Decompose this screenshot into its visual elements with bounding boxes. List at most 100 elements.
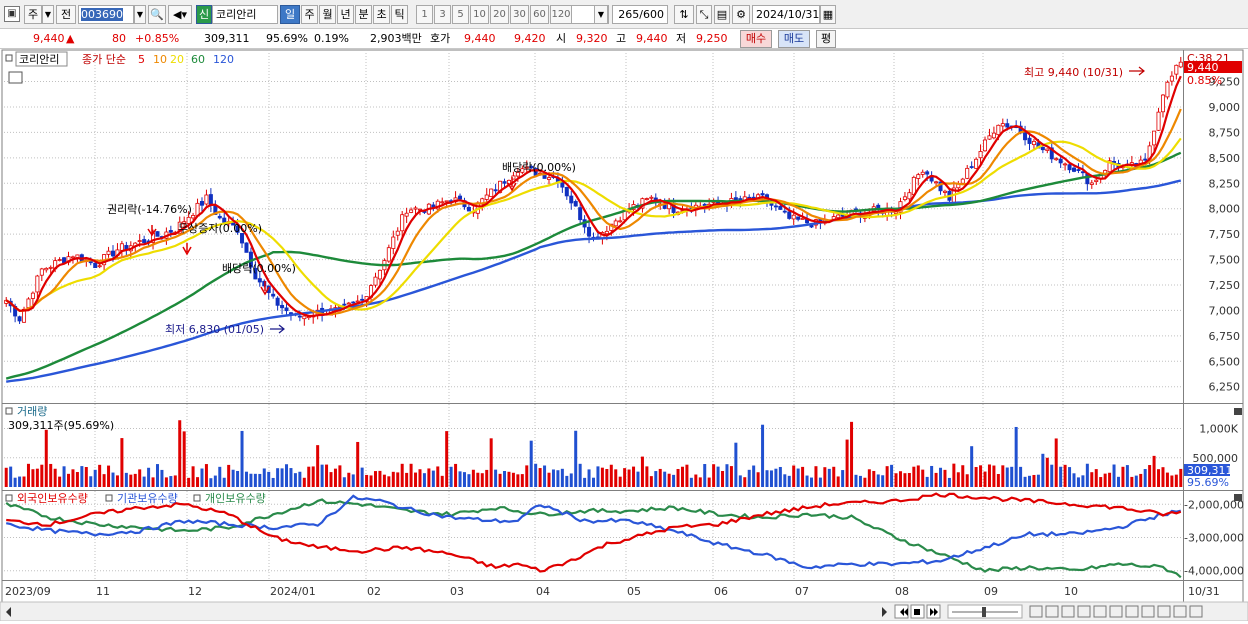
stock-chart[interactable]: 6,250 6,500 6,750 7,000 7,250 7,500 7,750 8,000…	[0, 49, 1248, 622]
candle-body	[377, 269, 382, 280]
volume-bar	[774, 468, 778, 487]
volume-bar	[1010, 466, 1014, 487]
volume-bar	[778, 466, 782, 487]
calendar-icon[interactable]: ▦	[820, 5, 836, 24]
volume-bar	[881, 475, 885, 487]
period-button-3[interactable]: 년	[337, 5, 354, 24]
candle-body	[1058, 158, 1063, 164]
period-button-2[interactable]: 월	[319, 5, 336, 24]
volume-bar	[738, 475, 742, 487]
candle-body	[1089, 182, 1094, 185]
chart-area[interactable]: 6,250 6,500 6,750 7,000 7,250 7,500 7,750 8,000…	[0, 49, 1248, 622]
period-button-1[interactable]: 주	[301, 5, 318, 24]
period-button-0[interactable]: 일	[280, 5, 300, 24]
pen-icon	[1093, 605, 1107, 618]
save-icon[interactable]: ▤	[714, 5, 730, 24]
volume-bar	[98, 464, 102, 487]
volume-bar	[44, 429, 48, 487]
volume-bar	[1165, 472, 1169, 487]
indicator-icon[interactable]: ⇅	[674, 5, 694, 24]
low-price: 9,250	[696, 32, 728, 45]
high-price: 9,440	[636, 32, 668, 45]
candle-body	[386, 247, 391, 262]
scroll-left-icon	[6, 607, 11, 617]
volume-bar	[244, 471, 248, 487]
code-dropdown-icon[interactable]: ▼	[134, 5, 146, 24]
count-field[interactable]: 265/600	[612, 5, 668, 24]
volume-bar	[1063, 464, 1067, 487]
volume-bar	[654, 471, 658, 487]
candle-body	[787, 211, 792, 219]
candle-body	[618, 220, 623, 223]
chevron-down-icon[interactable]: ▼	[42, 5, 54, 24]
window-icon[interactable]: ▣	[4, 6, 20, 22]
volume-bar	[1170, 475, 1174, 487]
ask-price: 9,440	[464, 32, 496, 45]
volume-bar	[267, 471, 271, 487]
volume-bar	[485, 469, 489, 487]
candle-body	[235, 225, 240, 233]
interval-button-3[interactable]: 3	[434, 5, 451, 24]
gear-icon[interactable]: ⚙	[732, 5, 750, 24]
volume-bar	[992, 465, 996, 487]
volume-bar	[903, 473, 907, 487]
candle-body	[1160, 94, 1165, 113]
buy-button[interactable]: 매수	[740, 30, 772, 48]
candle-body	[1076, 169, 1081, 171]
volume-bar	[196, 477, 200, 487]
candle-body	[1027, 137, 1032, 144]
flow-tick-label: -2,000,000	[1184, 498, 1244, 511]
volume-bar	[867, 469, 871, 487]
volume-bar	[676, 468, 680, 487]
candle-body	[484, 194, 489, 200]
volume-bar	[649, 476, 653, 487]
volume-bar	[427, 468, 431, 487]
interval-dropdown-icon[interactable]: ▼	[594, 5, 608, 24]
date-tick-label: 06	[714, 585, 728, 598]
interval-button-10[interactable]: 10	[470, 5, 489, 24]
volume-bar	[396, 472, 400, 487]
period-button-4[interactable]: 분	[355, 5, 372, 24]
prev-button[interactable]: 전	[56, 5, 76, 24]
search-icon[interactable]: 🔍	[148, 5, 166, 24]
code-input[interactable]: 003690	[78, 5, 134, 24]
volume-bar	[9, 466, 13, 487]
volume-bar	[841, 470, 845, 487]
eval-button[interactable]: 평	[816, 30, 836, 48]
candle-body	[155, 231, 160, 237]
volume-bar	[543, 465, 547, 487]
candle-body	[97, 265, 102, 268]
period-button-5[interactable]: 초	[373, 5, 390, 24]
volume-bar	[142, 476, 146, 487]
period-button-6[interactable]: 틱	[391, 5, 408, 24]
candle-body	[57, 259, 62, 261]
volume-current-label: 309,311	[1187, 464, 1233, 477]
price-tick-label: 6,250	[1209, 381, 1241, 394]
candle-body	[983, 139, 988, 152]
sell-button[interactable]: 매도	[778, 30, 810, 48]
volume-value-label: 309,311주(95.69%)	[8, 419, 114, 432]
volume-bar	[111, 472, 115, 487]
volume-bar	[1032, 474, 1036, 487]
volume-bar	[1045, 457, 1049, 487]
interval-button-60[interactable]: 60	[530, 5, 549, 24]
interval-button-1[interactable]: 1	[416, 5, 433, 24]
interval-button-30[interactable]: 30	[510, 5, 529, 24]
interval-button-5[interactable]: 5	[452, 5, 469, 24]
volume-bar	[845, 439, 849, 487]
volume-bar	[503, 471, 507, 487]
speaker-icon[interactable]: ◀▾	[168, 5, 192, 24]
volume-bar	[605, 468, 609, 487]
interval-button-20[interactable]: 20	[490, 5, 509, 24]
market-select[interactable]: 주	[24, 5, 42, 24]
date-field[interactable]: 2024/10/31	[752, 5, 820, 24]
candle-body	[351, 301, 356, 304]
volume-bar	[445, 431, 449, 487]
draw-icon[interactable]: ⤡	[696, 5, 712, 24]
candle-body	[177, 221, 182, 234]
volume-bar	[147, 467, 151, 487]
next-glyph	[930, 608, 938, 616]
price-tick-label: 7,500	[1209, 254, 1241, 267]
interval-button-120[interactable]: 120	[550, 5, 572, 24]
rights-arrow	[147, 225, 157, 237]
